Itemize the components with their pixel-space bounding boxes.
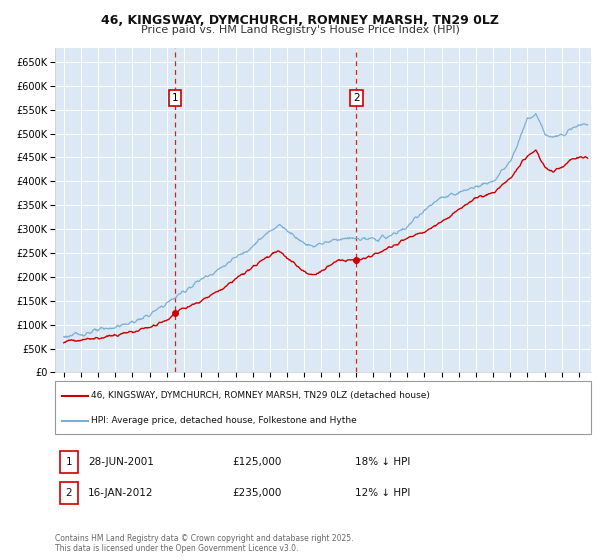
Text: Contains HM Land Registry data © Crown copyright and database right 2025.
This d: Contains HM Land Registry data © Crown c… <box>55 534 354 553</box>
Text: 1: 1 <box>172 93 179 103</box>
Text: 46, KINGSWAY, DYMCHURCH, ROMNEY MARSH, TN29 0LZ: 46, KINGSWAY, DYMCHURCH, ROMNEY MARSH, T… <box>101 14 499 27</box>
Text: £235,000: £235,000 <box>232 488 281 498</box>
Text: 28-JUN-2001: 28-JUN-2001 <box>88 457 154 467</box>
Text: 2: 2 <box>65 488 73 498</box>
Text: 46, KINGSWAY, DYMCHURCH, ROMNEY MARSH, TN29 0LZ (detached house): 46, KINGSWAY, DYMCHURCH, ROMNEY MARSH, T… <box>91 391 430 400</box>
Text: 16-JAN-2012: 16-JAN-2012 <box>88 488 154 498</box>
Text: Price paid vs. HM Land Registry's House Price Index (HPI): Price paid vs. HM Land Registry's House … <box>140 25 460 35</box>
Text: 2: 2 <box>353 93 360 103</box>
Text: £125,000: £125,000 <box>232 457 281 467</box>
Text: 1: 1 <box>65 457 73 467</box>
Text: HPI: Average price, detached house, Folkestone and Hythe: HPI: Average price, detached house, Folk… <box>91 416 357 425</box>
Text: 12% ↓ HPI: 12% ↓ HPI <box>355 488 410 498</box>
Text: 18% ↓ HPI: 18% ↓ HPI <box>355 457 410 467</box>
